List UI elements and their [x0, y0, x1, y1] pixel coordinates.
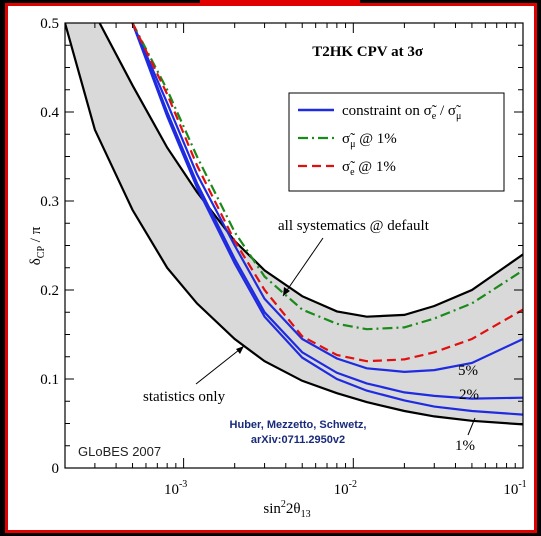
- band-layer: [65, 23, 523, 426]
- x-tick-label: 10-1: [503, 479, 526, 498]
- axes-layer: 0 0.1 0.2 0.3 0.4 0.5 10-3 10-2 10-1: [40, 16, 526, 498]
- citation-line-2: arXiv:0711.2950v2: [251, 434, 345, 446]
- y-tick-label: 0.1: [40, 372, 59, 388]
- band-upper-edge: [98, 23, 523, 318]
- figure-panel: 0 0.1 0.2 0.3 0.4 0.5 10-3 10-2 10-1 T2HK CPV at…: [5, 3, 537, 533]
- arrow-systematics: [282, 237, 324, 297]
- y-tick-label: 0.5: [40, 16, 59, 32]
- series-line-4: [131, 23, 523, 363]
- y-tick-label: 0: [52, 461, 60, 477]
- curve-label-1pct: 1%: [455, 438, 475, 454]
- y-tick-label: 0.4: [40, 105, 59, 121]
- annotation-statistics: statistics only: [143, 389, 226, 405]
- curve-label-2pct: 2%: [459, 387, 479, 403]
- globes-watermark: GLoBES 2007: [78, 444, 161, 459]
- annotation-systematics: all systematics @ default: [278, 218, 430, 234]
- legend-label-mu: σ̃μ @ 1%: [342, 131, 397, 150]
- citation-line-1: Huber, Mezzetto, Schwetz,: [230, 419, 367, 431]
- series-line-0: [131, 23, 523, 374]
- y-tick-label: 0.2: [40, 283, 59, 299]
- arrowhead-statistics: [236, 346, 244, 354]
- curve-label-1pct-leader: [467, 417, 476, 436]
- series-line-2: [131, 23, 523, 416]
- y-axis-label: δCP / π: [28, 226, 47, 265]
- x-tick-label: 10-2: [334, 479, 357, 498]
- series-line-1: [131, 23, 523, 400]
- curve-label-5pct: 5%: [458, 363, 478, 379]
- systematics-band: [65, 23, 523, 425]
- series-line-3: [131, 23, 523, 331]
- arrowhead-systematics: [283, 287, 290, 296]
- legend: constraint on σ̃e / σ̃μ σ̃μ @ 1% σ̃e @ 1…: [288, 92, 505, 192]
- series-layer: [131, 23, 523, 416]
- arrow-statistics: [195, 345, 245, 385]
- legend-label-constraint: constraint on σ̃e / σ̃μ: [342, 103, 461, 122]
- y-tick-label: 0.3: [40, 194, 59, 210]
- statistics-only-curve: [65, 23, 523, 426]
- chart-title: T2HK CPV at 3σ: [312, 44, 424, 60]
- x-axis-label: sin22θ13: [263, 499, 310, 520]
- x-tick-label: 10-3: [164, 479, 187, 498]
- chart-svg: 0 0.1 0.2 0.3 0.4 0.5 10-3 10-2 10-1 T2HK CPV at…: [28, 16, 527, 520]
